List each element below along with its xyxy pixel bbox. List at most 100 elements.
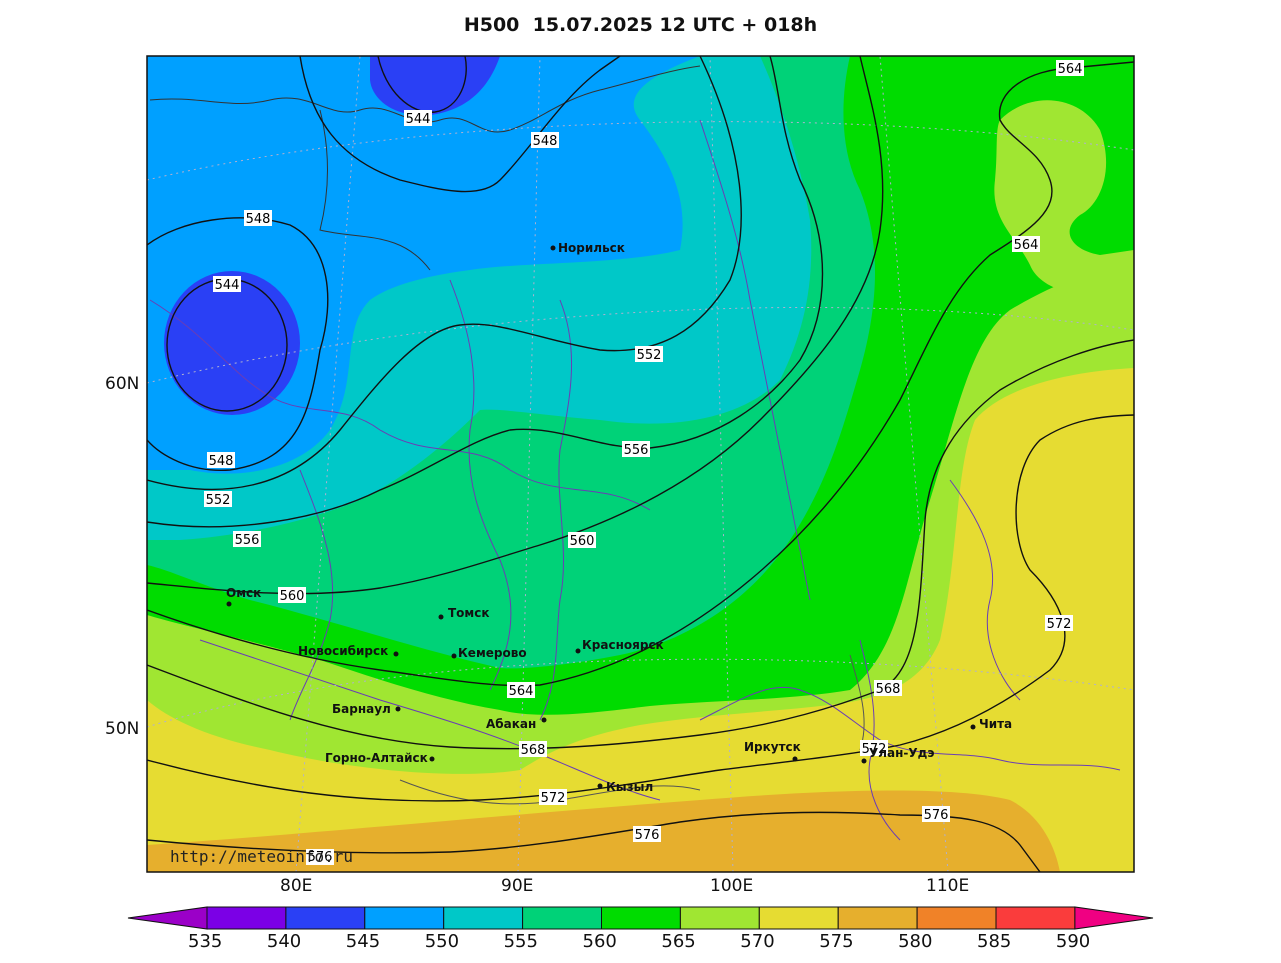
contour-label: 544 xyxy=(404,110,432,127)
colorbar-segment xyxy=(443,906,524,930)
low-west-545 xyxy=(164,271,300,415)
grid-lat-50 xyxy=(147,658,1134,728)
grid-lon-110 xyxy=(879,56,949,872)
colorbar xyxy=(127,906,1154,930)
contour-label: 556 xyxy=(233,531,261,548)
contour-label-text: 556 xyxy=(624,443,649,458)
city-tomsk: Томск xyxy=(438,606,490,620)
city-irkutsk: Иркутск xyxy=(744,740,801,762)
city-ulan-ude: Улан-Удэ xyxy=(861,746,934,764)
colorbar-tick-label: 535 xyxy=(188,931,223,952)
colorbar-tick-label: 560 xyxy=(582,931,617,952)
coastline-arctic xyxy=(149,65,701,133)
contour-label: 552 xyxy=(635,346,663,363)
colorbar-tick-label: 555 xyxy=(503,931,538,952)
contour-label: 548 xyxy=(244,210,272,227)
colorbar-tick-label: 565 xyxy=(661,931,696,952)
contour-label-text: 576 xyxy=(635,828,660,843)
map-frame xyxy=(146,55,1135,873)
isoline-548-north xyxy=(299,56,621,193)
svg-text:Кемерово: Кемерово xyxy=(458,646,527,660)
contour-label: 568 xyxy=(519,741,547,758)
colorbar-segment xyxy=(995,906,1076,930)
svg-text:Томск: Томск xyxy=(448,606,490,620)
colorbar-segment xyxy=(758,906,839,930)
city-novosibirsk: Новосибирск xyxy=(298,644,399,658)
city-kyzyl: Кызыл xyxy=(597,780,653,794)
contour-label: 560 xyxy=(568,532,596,549)
grid-lon-100 xyxy=(709,56,734,872)
colorbar-segment xyxy=(916,906,997,930)
isoline-560 xyxy=(147,56,884,595)
lat-label-50n: 50N xyxy=(105,719,140,739)
contour-label-text: 576 xyxy=(924,808,949,823)
svg-text:Омск: Омск xyxy=(226,586,261,600)
svg-text:Норильск: Норильск xyxy=(558,241,625,255)
contour-label-text: 552 xyxy=(637,348,662,363)
isoline-548-west xyxy=(147,217,329,471)
contour-label: 576 xyxy=(633,826,661,843)
contour-label: 572 xyxy=(860,740,888,757)
contour-label: 572 xyxy=(539,789,567,806)
city-krasnoyarsk: Красноярск xyxy=(575,638,664,654)
colorbar-tick-label: 540 xyxy=(266,931,302,952)
isoline-544-north xyxy=(377,56,467,113)
lon-label-110e: 110E xyxy=(926,876,970,896)
isoline-564 xyxy=(147,61,1134,687)
contour-label-text: 572 xyxy=(541,791,566,806)
contour-label-text: 560 xyxy=(570,534,595,549)
contour-label-text: 564 xyxy=(1014,238,1039,253)
svg-text:Горно-Алтайск: Горно-Алтайск xyxy=(325,751,428,765)
chart-title: H500 15.07.2025 12 UTC + 018h xyxy=(463,14,818,36)
city-norilsk: Норильск xyxy=(550,241,625,255)
grid-lat-60 xyxy=(147,306,1134,384)
contour-label: 564 xyxy=(1056,60,1084,77)
contour-label-text: 564 xyxy=(509,684,534,699)
contour-label-text: 568 xyxy=(521,743,546,758)
contour-label: 552 xyxy=(204,491,232,508)
contour-label-text: 544 xyxy=(406,112,431,127)
svg-text:Новосибирск: Новосибирск xyxy=(298,644,388,658)
city-abakan: Абакан xyxy=(486,717,547,731)
contour-label-text: 560 xyxy=(280,589,305,604)
grid-lat-70 xyxy=(147,121,1134,181)
contour-label: 548 xyxy=(207,452,235,469)
band-580 xyxy=(147,790,1060,872)
colorbar-arrow-left xyxy=(127,906,208,930)
lat-label-60n: 60N xyxy=(105,374,140,394)
colorbar-tick-label: 585 xyxy=(977,931,1012,952)
grid-lon-80 xyxy=(295,56,361,872)
city-barnaul: Барнаул xyxy=(332,702,401,716)
city-chita: Чита xyxy=(970,717,1012,731)
svg-text:Чита: Чита xyxy=(979,717,1012,731)
colorbar-arrow-right xyxy=(1074,906,1154,930)
graticule xyxy=(147,56,1134,872)
border-2 xyxy=(449,279,512,691)
colorbar-tick-label: 590 xyxy=(1055,931,1091,952)
colorbar-segment xyxy=(601,906,681,930)
svg-text:Улан-Удэ: Улан-Удэ xyxy=(869,746,934,760)
contour-label-text: 548 xyxy=(533,134,558,149)
svg-text:Кызыл: Кызыл xyxy=(606,780,653,794)
colorbar-tick-label: 545 xyxy=(345,931,381,952)
svg-text:Красноярск: Красноярск xyxy=(582,638,664,652)
contour-label-text: 564 xyxy=(1058,62,1083,77)
border-4 xyxy=(699,119,811,601)
colorbar-tick-label: 550 xyxy=(424,931,460,952)
lon-label-90e: 90E xyxy=(501,876,534,896)
isoline-568 xyxy=(147,339,1134,750)
city-kemerovo: Кемерово xyxy=(451,646,527,660)
contour-label-text: 572 xyxy=(1047,617,1072,632)
contour-label: 556 xyxy=(622,441,650,458)
colorbar-tick-label: 575 xyxy=(819,931,854,952)
isoline-572 xyxy=(147,414,1134,802)
contour-label-text: 548 xyxy=(209,454,234,469)
contour-label: 564 xyxy=(1012,236,1040,253)
border-1 xyxy=(149,299,651,511)
contour-label: 548 xyxy=(531,132,559,149)
colorbar-segment xyxy=(364,906,445,930)
svg-text:Барнаул: Барнаул xyxy=(332,702,391,716)
contour-label-text: 576 xyxy=(308,850,333,865)
filled-contours xyxy=(147,56,1134,872)
